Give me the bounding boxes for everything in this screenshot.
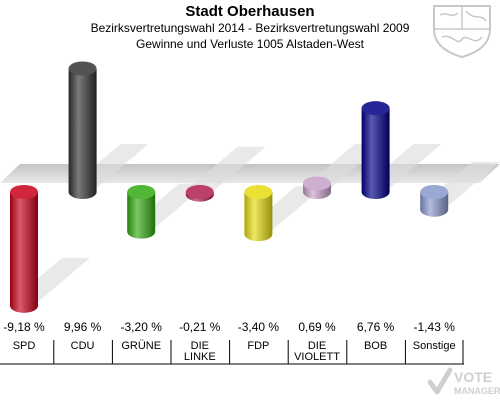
watermark-manager: MANAGER — [454, 386, 500, 396]
bar-shadow — [185, 146, 266, 191]
bar-cdu — [68, 68, 97, 200]
value-label: -9,18 % — [3, 320, 45, 334]
chart-subtitle-election: Bezirksvertretungswahl 2014 - Bezirksver… — [90, 21, 410, 35]
chart-title: Stadt Oberhausen — [185, 3, 315, 20]
bar-cap — [127, 185, 156, 199]
value-label: -3,20 % — [121, 320, 163, 334]
bar-cap — [68, 61, 97, 76]
city-crest-logo — [433, 5, 491, 59]
value-label: 0,69 % — [298, 320, 336, 334]
bars-group — [10, 61, 449, 313]
value-label: 6,76 % — [357, 320, 395, 334]
category-label: DIE VIOLETT — [294, 340, 340, 363]
category-label: GRÜNE — [121, 340, 161, 352]
category-label: SPD — [13, 340, 36, 352]
category-label: DIE LINKE — [184, 340, 216, 363]
category-separators — [0, 340, 464, 365]
bar-cap — [303, 176, 331, 191]
watermark-vote: VOTE — [454, 369, 492, 385]
bar-cap — [361, 101, 390, 116]
category-label: CDU — [71, 340, 95, 352]
category-label: Sonstige — [413, 340, 456, 352]
bar-sonstige — [420, 192, 449, 217]
value-label: 9,96 % — [64, 320, 102, 334]
bar-gr-ne — [127, 192, 156, 239]
category-label: FDP — [247, 340, 269, 352]
value-label: -0,21 % — [179, 320, 221, 334]
bar-cap — [420, 185, 449, 199]
value-label: -1,43 % — [414, 320, 456, 334]
chart-subtitle-district: Gewinne und Verluste 1005 Alstaden-West — [136, 37, 364, 51]
bar-cap — [244, 185, 273, 199]
category-labels-group: SPD CDU GRÜNE DIE LINKE FDP DIE VIOLETT BOB Sonst… — [13, 340, 456, 363]
value-labels-group: -9,18 % 9,96 % -3,20 % -0,21 % -3,40 % 0,69 %… — [3, 320, 455, 334]
vote-manager-logo: VOTE MANAGER — [428, 367, 500, 396]
bar-cap — [185, 185, 214, 199]
bar-bob — [361, 108, 390, 200]
category-label: BOB — [364, 340, 387, 352]
bar-spd — [10, 192, 38, 313]
bar-fdp — [244, 192, 273, 242]
value-label: -3,40 % — [238, 320, 280, 334]
checkmark-icon — [428, 367, 453, 395]
bar-cap — [10, 185, 38, 199]
